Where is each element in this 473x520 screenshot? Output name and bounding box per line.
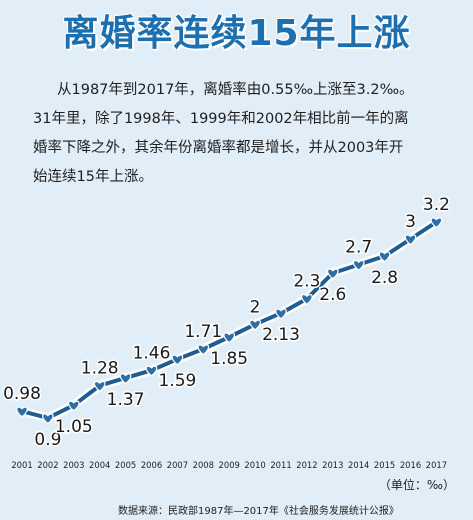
data-point-2013 [327, 268, 339, 280]
x-tick-label-2004: 2004 [89, 460, 110, 470]
intro-line-2: 31年里，除了1998年、1999年和2002年相比前一年的离 [33, 111, 409, 127]
data-points [16, 217, 443, 425]
x-tick-label-2009: 2009 [219, 460, 240, 470]
data-label-2010: 2 [250, 297, 261, 317]
x-tick-label-2011: 2011 [270, 460, 291, 470]
data-point-2014 [352, 259, 365, 271]
data-point-2002 [42, 413, 54, 425]
intro-line-4: 始连续15年上涨。 [33, 169, 153, 185]
x-tick-label-2016: 2016 [400, 460, 421, 470]
x-tick-label-2001: 2001 [11, 460, 32, 470]
data-label-2014: 2.7 [345, 238, 372, 258]
data-point-2001 [16, 406, 28, 418]
intro-line-1: 从1987年到2017年，离婚率由0.55‰上涨至3.2‰。 [57, 82, 414, 98]
data-point-2004 [93, 380, 106, 392]
data-label-2016: 3 [405, 212, 416, 232]
x-tick-label-2002: 2002 [37, 460, 58, 470]
data-point-2007 [171, 354, 184, 366]
data-label-2015: 2.8 [371, 268, 398, 288]
data-label-2002: 0.9 [34, 430, 61, 450]
data-point-2016 [404, 234, 417, 246]
x-tick-label-2017: 2017 [426, 460, 447, 470]
x-tick-label-2006: 2006 [141, 460, 162, 470]
x-tick-label-2015: 2015 [374, 460, 395, 470]
data-label-2008: 1.71 [184, 322, 222, 342]
data-point-2015 [378, 251, 391, 263]
data-label-2009: 1.85 [210, 349, 248, 369]
series-line [21, 220, 438, 420]
data-label-2012: 2.3 [293, 272, 320, 292]
data-point-2006 [145, 365, 158, 377]
data-point-2017 [430, 217, 443, 229]
data-label-2003: 1.05 [55, 417, 93, 437]
intro-line-3: 婚率下降之外，其余年份离婚率都是增长，并从2003年开 [33, 140, 404, 156]
x-tick-label-2014: 2014 [348, 460, 369, 470]
data-label-2013: 2.6 [319, 285, 346, 305]
data-source: 数据来源：民政部1987年—2017年《社会服务发展统计公报》 [118, 506, 399, 517]
data-label-2001: 0.98 [3, 384, 41, 404]
intro-text: 从1987年到2017年，离婚率由0.55‰上涨至3.2‰。 31年里，除了19… [0, 76, 440, 192]
data-point-2011 [275, 308, 287, 320]
chart-title: 离婚率连续15年上涨 [62, 13, 411, 54]
data-point-2003 [68, 400, 80, 412]
x-tick-label-2013: 2013 [322, 460, 343, 470]
x-tick-label-2012: 2012 [296, 460, 317, 470]
data-point-2010 [249, 319, 261, 331]
data-label-2017: 3.2 [423, 195, 450, 215]
data-label-2006: 1.46 [133, 343, 171, 363]
data-point-2009 [223, 332, 235, 344]
x-tick-label-2007: 2007 [167, 460, 188, 470]
x-axis-tick-labels: 2001 2002 2003 2004 2005 2006 2007 2008 2009 2010… [11, 460, 447, 470]
data-labels: 0.98 0.91.05 1.28 1.37 1.46 1.59 1.71 1.85 22.13… [2, 194, 452, 452]
series-line-layer [20, 218, 439, 423]
series-line-halo [20, 218, 439, 423]
data-label-2005: 1.37 [107, 390, 145, 410]
x-tick-label-2003: 2003 [63, 460, 84, 470]
x-tick-label-2008: 2008 [193, 460, 214, 470]
data-point-2008 [197, 344, 210, 356]
x-tick-label-2010: 2010 [244, 460, 265, 470]
data-label-2011: 2.13 [262, 325, 300, 345]
unit-label: （单位：‰） [379, 477, 455, 492]
data-point-2012 [301, 293, 313, 305]
x-tick-label-2005: 2005 [115, 460, 136, 470]
data-label-2007: 1.59 [158, 371, 196, 391]
data-point-2005 [119, 373, 132, 385]
data-label-2004: 1.28 [81, 359, 119, 379]
